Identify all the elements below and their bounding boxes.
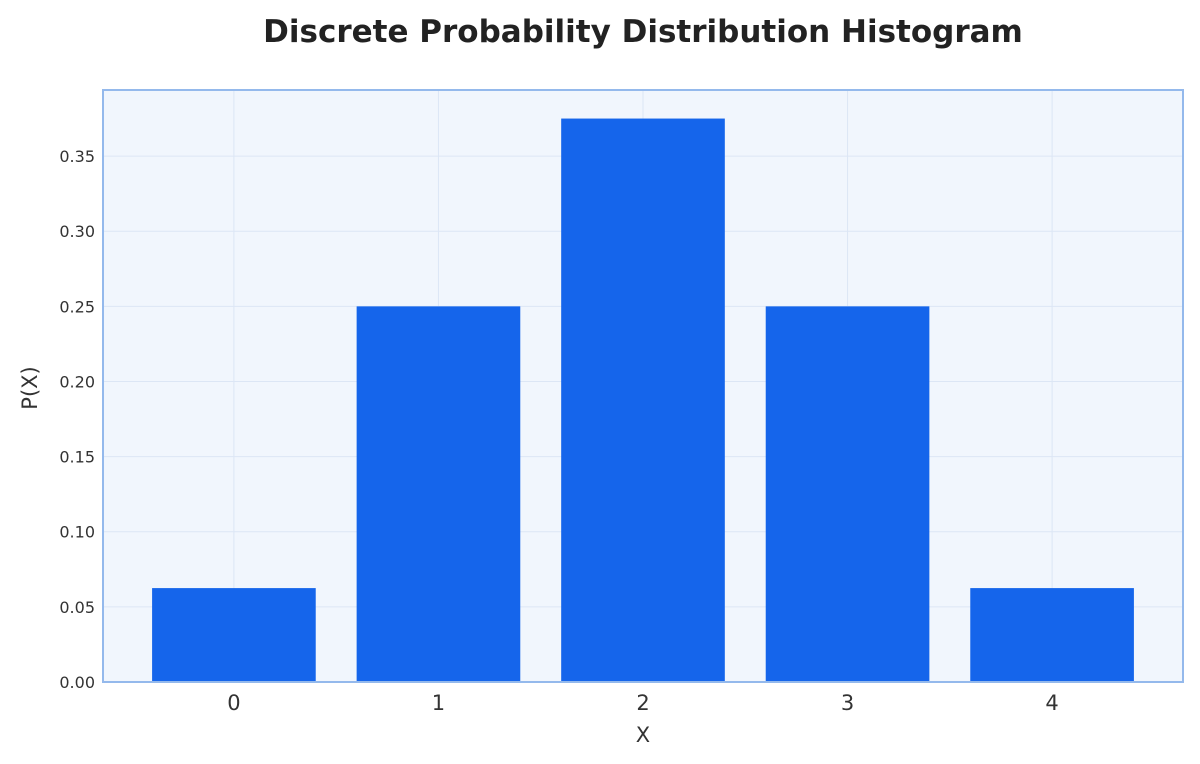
y-tick-label: 0.30 bbox=[59, 222, 95, 241]
y-tick-label: 0.05 bbox=[59, 598, 95, 617]
y-tick-label: 0.25 bbox=[59, 297, 95, 316]
y-tick-label: 0.20 bbox=[59, 372, 95, 391]
x-axis-label: X bbox=[636, 723, 650, 747]
y-tick-label: 0.35 bbox=[59, 147, 95, 166]
bar-2 bbox=[561, 118, 725, 683]
plot-frame bbox=[102, 89, 1184, 683]
x-tick-label: 3 bbox=[841, 691, 854, 715]
x-tick-label: 1 bbox=[432, 691, 445, 715]
bars bbox=[152, 118, 1134, 683]
x-tick-label: 4 bbox=[1045, 691, 1058, 715]
y-tick-label: 0.15 bbox=[59, 448, 95, 467]
x-tick-label: 0 bbox=[227, 691, 240, 715]
bar-0 bbox=[152, 588, 316, 682]
bar-3 bbox=[765, 306, 930, 682]
x-tick-label: 2 bbox=[636, 691, 649, 715]
y-tick-label: 0.00 bbox=[59, 673, 95, 692]
y-axis-label: P(X) bbox=[18, 366, 42, 409]
bar-1 bbox=[356, 306, 521, 682]
chart-title: Discrete Probability Distribution Histog… bbox=[263, 14, 1023, 50]
x-tick-labels: 0 1 2 3 4 bbox=[227, 691, 1059, 715]
bar-4 bbox=[970, 588, 1134, 682]
y-tick-label: 0.10 bbox=[59, 523, 95, 542]
y-tick-labels: 0.00 0.05 0.10 0.15 0.20 0.25 0.30 0.35 bbox=[59, 147, 95, 692]
